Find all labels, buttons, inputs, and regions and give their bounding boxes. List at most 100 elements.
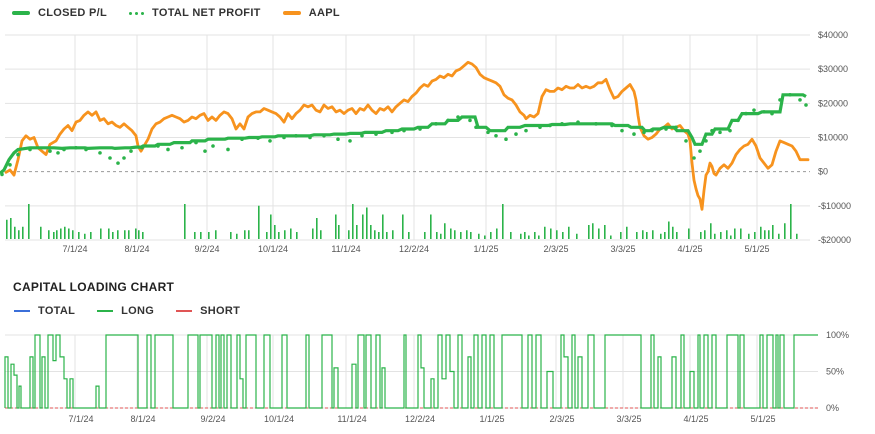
volume-bar — [626, 226, 628, 239]
legend-item-short[interactable]: SHORT — [176, 305, 240, 317]
volume-bar — [768, 230, 770, 239]
total-net-profit-point — [798, 98, 802, 102]
total-net-profit-point — [684, 139, 688, 143]
volume-bar — [374, 230, 376, 239]
volume-bar — [56, 230, 58, 239]
volume-bar — [620, 232, 622, 239]
volume-bar — [392, 230, 394, 239]
total-swatch — [14, 310, 30, 312]
volume-bar — [652, 230, 654, 239]
volume-bar — [544, 226, 546, 239]
volume-bar — [496, 228, 498, 239]
volume-bar — [538, 235, 540, 239]
volume-bar — [244, 230, 246, 239]
aapl-swatch — [282, 11, 301, 15]
volume-bar — [430, 214, 432, 239]
volume-bar — [754, 232, 756, 239]
pl-y-tick-label: $20000 — [818, 98, 848, 108]
volume-bar — [466, 230, 468, 239]
total-net-profit-point — [116, 161, 120, 165]
total-net-profit-point — [48, 149, 52, 153]
long-swatch — [97, 310, 114, 312]
volume-bar — [335, 214, 337, 239]
volume-bar — [720, 232, 722, 239]
pl-x-tick-label: 3/3/25 — [610, 244, 635, 254]
legend-item-long[interactable]: LONG — [97, 305, 154, 317]
volume-bar — [748, 233, 750, 239]
pl-y-tick-label: -$20000 — [818, 235, 851, 245]
cap-x-tick-label: 11/1/24 — [337, 414, 366, 424]
total-net-profit-point — [56, 151, 60, 155]
volume-bar — [710, 223, 712, 239]
pl-chart-legend: CLOSED P/L TOTAL NET PROFIT AAPL — [12, 7, 340, 19]
volume-bar — [790, 204, 792, 239]
long-line — [4, 334, 818, 409]
volume-bar — [510, 232, 512, 239]
volume-bar — [348, 230, 350, 239]
volume-bar — [402, 214, 404, 239]
volume-bar — [68, 228, 70, 239]
volume-bar — [688, 228, 690, 239]
volume-bar — [764, 230, 766, 239]
cap-x-tick-label: 9/2/24 — [200, 414, 225, 424]
volume-bar — [200, 232, 202, 239]
volume-bar — [740, 228, 742, 239]
volume-bar — [668, 221, 670, 239]
total-net-profit-point — [203, 149, 207, 153]
volume-bar — [6, 219, 8, 239]
aapl-line — [4, 60, 810, 211]
cap-y-tick-label: 0% — [826, 403, 839, 413]
volume-bar — [646, 232, 648, 239]
legend-label-long: LONG — [121, 305, 155, 317]
cap-x-tick-label: 4/1/25 — [683, 414, 708, 424]
legend-item-closed-pl[interactable]: CLOSED P/L — [12, 7, 107, 19]
volume-bar — [320, 230, 322, 239]
volume-bar — [48, 230, 50, 239]
volume-bar — [378, 232, 380, 239]
volume-bar — [266, 232, 268, 239]
pl-x-tick-label: 12/2/24 — [399, 244, 429, 254]
cap-x-tick-label: 8/1/24 — [130, 414, 155, 424]
volume-bar — [660, 233, 662, 239]
volume-bar — [112, 232, 114, 239]
volume-bar — [524, 232, 526, 239]
volume-bar — [562, 232, 564, 239]
pl-y-tick-label: $40000 — [818, 30, 848, 40]
volume-bar — [568, 226, 570, 239]
volume-bar — [726, 230, 728, 239]
volume-bar — [194, 232, 196, 239]
volume-bar — [784, 223, 786, 239]
pl-x-tick-label: 10/1/24 — [258, 244, 288, 254]
total-net-profit-point — [620, 128, 624, 133]
legend-item-aapl[interactable]: AAPL — [282, 7, 340, 19]
cap-x-tick-label: 10/1/24 — [264, 414, 294, 424]
pl-y-tick-label: $30000 — [818, 64, 848, 74]
volume-bar — [760, 226, 762, 239]
volume-bar — [208, 232, 210, 239]
volume-bar — [386, 232, 388, 239]
total-net-profit-point — [108, 156, 112, 160]
total-net-profit-point — [348, 139, 352, 143]
volume-bar — [184, 204, 186, 239]
volume-bar — [128, 230, 130, 239]
volume-bar — [215, 230, 217, 239]
total-net-profit-point — [166, 147, 170, 152]
volume-bar — [444, 223, 446, 239]
capital-chart-legend: TOTAL LONG SHORT — [14, 305, 240, 317]
legend-item-total-net-profit[interactable]: TOTAL NET PROFIT — [129, 7, 261, 19]
volume-bar — [338, 225, 340, 239]
total-net-profit-point — [226, 147, 230, 152]
volume-bar — [258, 205, 260, 239]
volume-bar — [230, 232, 232, 239]
volume-bar — [72, 230, 74, 239]
volume-bar — [366, 207, 368, 239]
volume-bar — [278, 232, 280, 239]
legend-item-total[interactable]: TOTAL — [14, 305, 75, 317]
total-net-profit-point — [16, 152, 20, 157]
volume-bar — [664, 232, 666, 239]
total-net-profit-point — [504, 137, 508, 142]
volume-bar — [142, 232, 144, 239]
volume-bar — [60, 228, 62, 239]
cap-x-tick-label: 5/1/25 — [750, 414, 775, 424]
